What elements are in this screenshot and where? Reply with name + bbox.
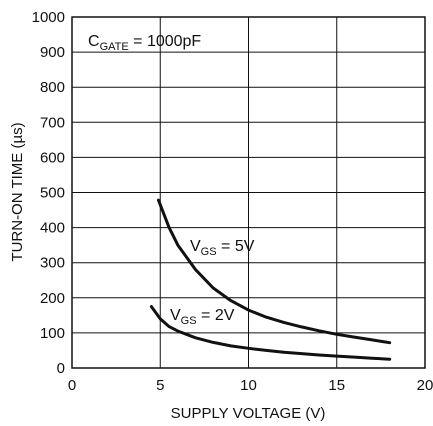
y-axis-title: TURN-ON TIME (µs) <box>9 122 26 261</box>
series-label-subscript: GS <box>181 315 197 327</box>
y-tick-label: 800 <box>40 79 65 96</box>
series-line-0 <box>157 198 392 345</box>
series-label-subscript: GS <box>201 246 217 258</box>
annotation-subscript: GATE <box>100 41 129 53</box>
x-tick-label: 0 <box>68 377 76 394</box>
y-tick-label: 900 <box>40 44 65 61</box>
y-tick-label: 200 <box>40 290 65 307</box>
y-tick-label: 0 <box>57 360 65 377</box>
y-tick-label: 100 <box>40 325 65 342</box>
series-curves <box>149 198 392 361</box>
series-label-vgs-5v: VGS = 5V <box>190 238 255 258</box>
x-tick-label: 10 <box>240 377 257 394</box>
y-tick-label: 300 <box>40 255 65 272</box>
series-line-1 <box>149 305 392 361</box>
grid <box>72 17 425 368</box>
plot-frame <box>71 16 426 369</box>
y-tick-label: 500 <box>40 185 65 202</box>
annotation-rest: = 1000pF <box>129 33 202 50</box>
x-tick-label: 15 <box>328 377 345 394</box>
series-label-vgs-2v: VGS = 2V <box>170 307 235 327</box>
gate-capacitance-annotation: CGATE = 1000pF <box>88 33 201 53</box>
y-tick-label: 700 <box>40 114 65 131</box>
x-tick-label: 5 <box>156 377 164 394</box>
series-label-main: V <box>170 307 181 324</box>
series-label-main: V <box>190 238 201 255</box>
tick-labels: 0 100 200 300 400 500 600 700 800 900 1000 0 5 10 15 20 <box>32 9 433 394</box>
x-axis-title: SUPPLY VOLTAGE (V) <box>171 405 326 422</box>
y-tick-label: 600 <box>40 149 65 166</box>
y-tick-label: 400 <box>40 220 65 237</box>
series-label-rest: = 2V <box>197 307 235 324</box>
annotation-main: C <box>88 33 100 50</box>
series-label-rest: = 5V <box>217 238 255 255</box>
y-tick-label: 1000 <box>32 9 65 26</box>
x-tick-label: 20 <box>417 377 433 394</box>
